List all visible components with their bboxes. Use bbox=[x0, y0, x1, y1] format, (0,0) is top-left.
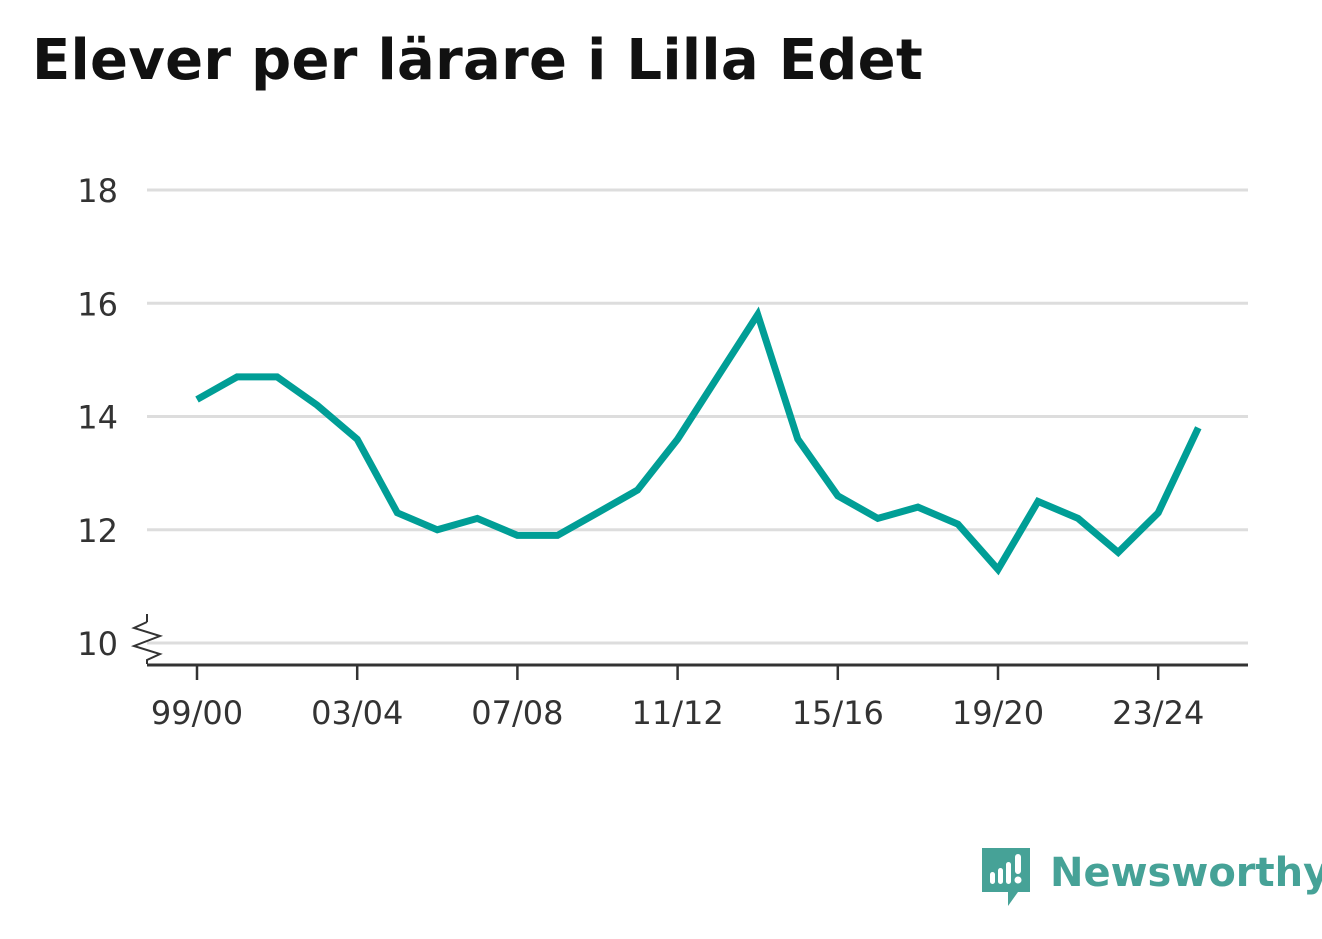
y-tick-label-14: 14 bbox=[77, 399, 118, 437]
y-axis-ticks: 10 12 14 16 18 bbox=[77, 172, 118, 663]
data-point-10/11 bbox=[634, 487, 641, 494]
data-point-19/20 bbox=[995, 566, 1002, 573]
x-axis bbox=[130, 614, 1248, 667]
data-point-08/09 bbox=[554, 532, 561, 539]
data-point-17/18 bbox=[914, 504, 921, 511]
x-tick-label-11/12: 11/12 bbox=[631, 694, 723, 732]
x-tick-label-99/00: 99/00 bbox=[151, 694, 243, 732]
y-tick-label-10: 10 bbox=[77, 625, 118, 663]
data-point-99/00 bbox=[194, 396, 201, 403]
chart-title: Elever per lärare i Lilla Edet bbox=[32, 28, 924, 93]
data-point-03/04 bbox=[354, 436, 361, 443]
x-tick-label-15/16: 15/16 bbox=[792, 694, 884, 732]
y-tick-label-18: 18 bbox=[77, 172, 118, 210]
data-point-13/14 bbox=[754, 311, 761, 318]
y-tick-label-12: 12 bbox=[77, 512, 118, 550]
data-point-09/10 bbox=[594, 509, 601, 516]
x-tick-label-19/20: 19/20 bbox=[952, 694, 1044, 732]
newsworthy-logo-icon bbox=[982, 848, 1032, 914]
data-point-24/25 bbox=[1195, 424, 1202, 431]
data-point-22/23 bbox=[1115, 549, 1122, 556]
y-tick-label-16: 16 bbox=[77, 285, 118, 323]
data-point-04/05 bbox=[394, 509, 401, 516]
series-layer bbox=[194, 306, 1202, 576]
x-axis-ticks: 99/00 03/04 07/08 11/12 15/16 19/20 23/24 bbox=[151, 665, 1204, 732]
gridlines bbox=[147, 188, 1248, 645]
data-point-15/16 bbox=[834, 492, 841, 499]
data-point-12/13 bbox=[714, 373, 721, 380]
data-point-06/07 bbox=[474, 515, 481, 522]
data-point-23/24 bbox=[1155, 509, 1162, 516]
data-point-21/22 bbox=[1075, 515, 1082, 522]
data-point-05/06 bbox=[434, 526, 441, 533]
x-tick-label-03/04: 03/04 bbox=[311, 694, 403, 732]
brand-name: Newsworthy bbox=[1050, 850, 1322, 896]
data-point-20/21 bbox=[1035, 498, 1042, 505]
axis-break-zigzag bbox=[130, 621, 164, 664]
data-point-11/12 bbox=[674, 436, 681, 443]
x-tick-label-07/08: 07/08 bbox=[471, 694, 563, 732]
data-point-18/19 bbox=[954, 521, 961, 528]
data-point-16/17 bbox=[874, 515, 881, 522]
data-point-01/02 bbox=[274, 373, 281, 380]
x-tick-label-23/24: 23/24 bbox=[1112, 694, 1204, 732]
data-point-14/15 bbox=[794, 436, 801, 443]
data-point-07/08 bbox=[514, 532, 521, 539]
data-point-00/01 bbox=[234, 373, 241, 380]
data-point-02/03 bbox=[314, 402, 321, 409]
newsworthy-brand[interactable]: Newsworthy bbox=[982, 848, 1322, 910]
series-line-0 bbox=[195, 306, 1202, 576]
